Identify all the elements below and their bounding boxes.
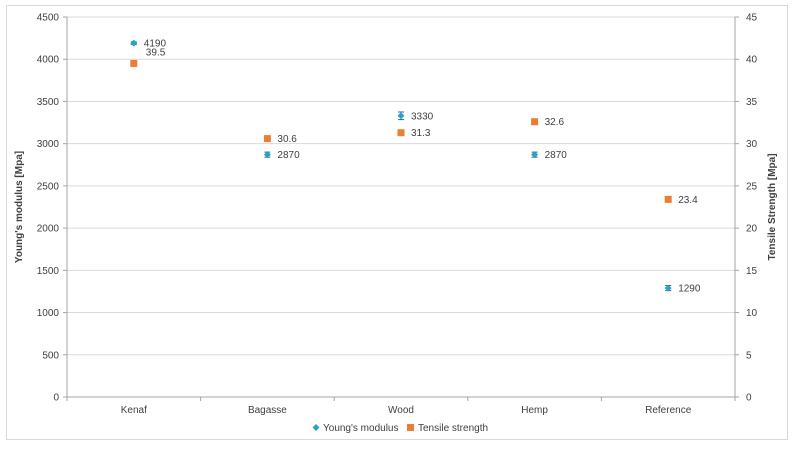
y-tick-label-left: 4500	[37, 13, 60, 24]
data-label-youngs-modulus: 2870	[277, 150, 300, 161]
y-tick-label-left: 4000	[37, 55, 60, 66]
data-label-youngs-modulus: 1290	[678, 284, 701, 295]
point-youngs-modulus	[263, 151, 271, 159]
y-tick-label-right: 30	[746, 139, 758, 150]
y-tick-label-left: 3500	[37, 97, 60, 108]
legend: Young's modulus Tensile strength	[312, 423, 488, 434]
y-tick-label-right: 5	[746, 350, 752, 361]
point-tensile-strength	[263, 135, 271, 143]
point-youngs-modulus	[531, 151, 539, 159]
y-tick-label-right: 35	[746, 97, 758, 108]
y-axis-title-left: Young's modulus [Mpa]	[14, 151, 25, 263]
y-tick-label-right: 20	[746, 224, 758, 235]
point-tensile-strength	[397, 129, 405, 137]
y-tick-label-right: 15	[746, 266, 758, 277]
legend-marker-tensile-strength	[407, 424, 414, 431]
point-tensile-strength	[130, 59, 138, 67]
y-tick-label-right: 0	[746, 393, 752, 404]
point-tensile-strength	[531, 118, 539, 126]
y-tick-label-right: 10	[746, 308, 758, 319]
data-label-tensile-strength: 39.5	[146, 47, 166, 58]
x-tick-label: Kenaf	[121, 405, 147, 416]
chart-frame	[6, 5, 788, 440]
data-label-youngs-modulus: 2870	[545, 150, 568, 161]
y-tick-label-left: 0	[53, 393, 59, 404]
data-marks: 4190 2870 3330 2870 1290 39.5 30.6 31.3 32.6 23.4	[130, 39, 701, 295]
legend-label-tensile-strength: Tensile strength	[418, 423, 488, 434]
legend-marker-youngs-modulus	[312, 424, 320, 431]
y-tick-label-left: 2500	[37, 181, 60, 192]
x-tick-label: Bagasse	[248, 405, 287, 416]
point-youngs-modulus	[397, 112, 405, 120]
data-label-tensile-strength: 23.4	[678, 195, 698, 206]
x-tick-label: Wood	[388, 405, 414, 416]
point-tensile-strength	[664, 195, 672, 203]
data-label-youngs-modulus: 4190	[144, 39, 167, 50]
y-tick-label-left: 1000	[37, 308, 60, 319]
legend-label-youngs-modulus: Young's modulus	[323, 423, 398, 434]
data-label-tensile-strength: 31.3	[411, 128, 431, 139]
x-tick-label: Hemp	[521, 405, 548, 416]
point-youngs-modulus	[130, 39, 138, 47]
data-label-tensile-strength: 32.6	[545, 117, 565, 128]
y-tick-label-right: 25	[746, 181, 758, 192]
gridlines	[67, 16, 735, 356]
y-axis-title-right: Tensile Strength [Mpa]	[767, 153, 778, 260]
y-tick-label-left: 500	[42, 350, 59, 361]
axes: 0 500 1000 1500 2000 2500 3000 3500 4000 4500 0 5 10…	[37, 13, 758, 417]
y-tick-label-right: 45	[746, 13, 758, 24]
y-tick-label-right: 40	[746, 55, 758, 66]
data-label-tensile-strength: 30.6	[277, 134, 297, 145]
y-tick-label-left: 3000	[37, 139, 60, 150]
y-tick-label-left: 2000	[37, 224, 60, 235]
x-tick-label: Reference	[645, 405, 692, 416]
point-youngs-modulus	[664, 284, 672, 292]
data-label-youngs-modulus: 3330	[411, 111, 434, 122]
y-tick-label-left: 1500	[37, 266, 60, 277]
